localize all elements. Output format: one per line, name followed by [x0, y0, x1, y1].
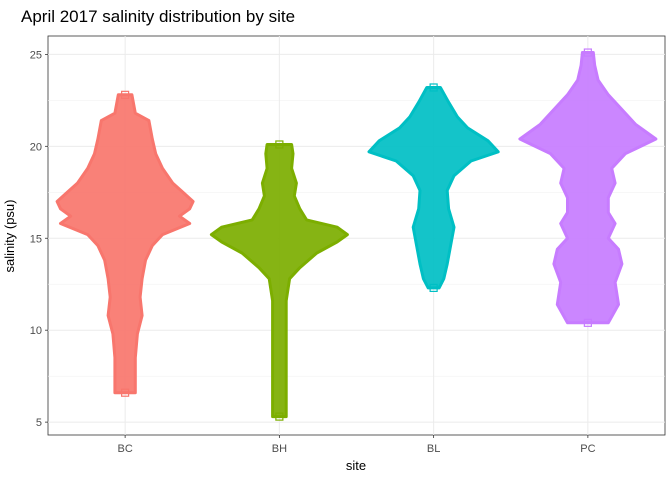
x-axis: BC BH BL PC — [117, 435, 596, 455]
y-tick-label: 10 — [30, 325, 42, 337]
y-tick-label: 15 — [30, 233, 42, 245]
min-point-bh — [275, 412, 284, 421]
y-axis: 5 10 15 20 25 — [30, 49, 48, 429]
x-tick-label: BC — [117, 443, 132, 455]
y-tick-label: 5 — [36, 417, 42, 429]
max-point-bh — [275, 140, 284, 149]
violin-bh — [209, 143, 349, 419]
violin-bc — [55, 93, 195, 395]
x-tick-label: PC — [580, 443, 595, 455]
chart-title: April 2017 salinity distribution by site — [21, 7, 295, 26]
x-tick-label: BH — [272, 443, 287, 455]
x-axis-title: site — [346, 458, 366, 473]
violin-pc — [518, 51, 658, 325]
violins — [55, 48, 658, 421]
y-axis-title: salinity (psu) — [2, 200, 17, 273]
x-tick-label: BL — [427, 443, 440, 455]
max-point-bc — [121, 90, 130, 99]
y-tick-label: 25 — [30, 49, 42, 61]
min-point-bc — [121, 388, 130, 397]
max-point-bl — [429, 83, 438, 92]
y-tick-label: 20 — [30, 141, 42, 153]
min-point-pc — [583, 318, 592, 327]
min-point-bl — [429, 283, 438, 293]
max-point-pc — [583, 48, 592, 57]
violin-bl — [367, 86, 500, 290]
